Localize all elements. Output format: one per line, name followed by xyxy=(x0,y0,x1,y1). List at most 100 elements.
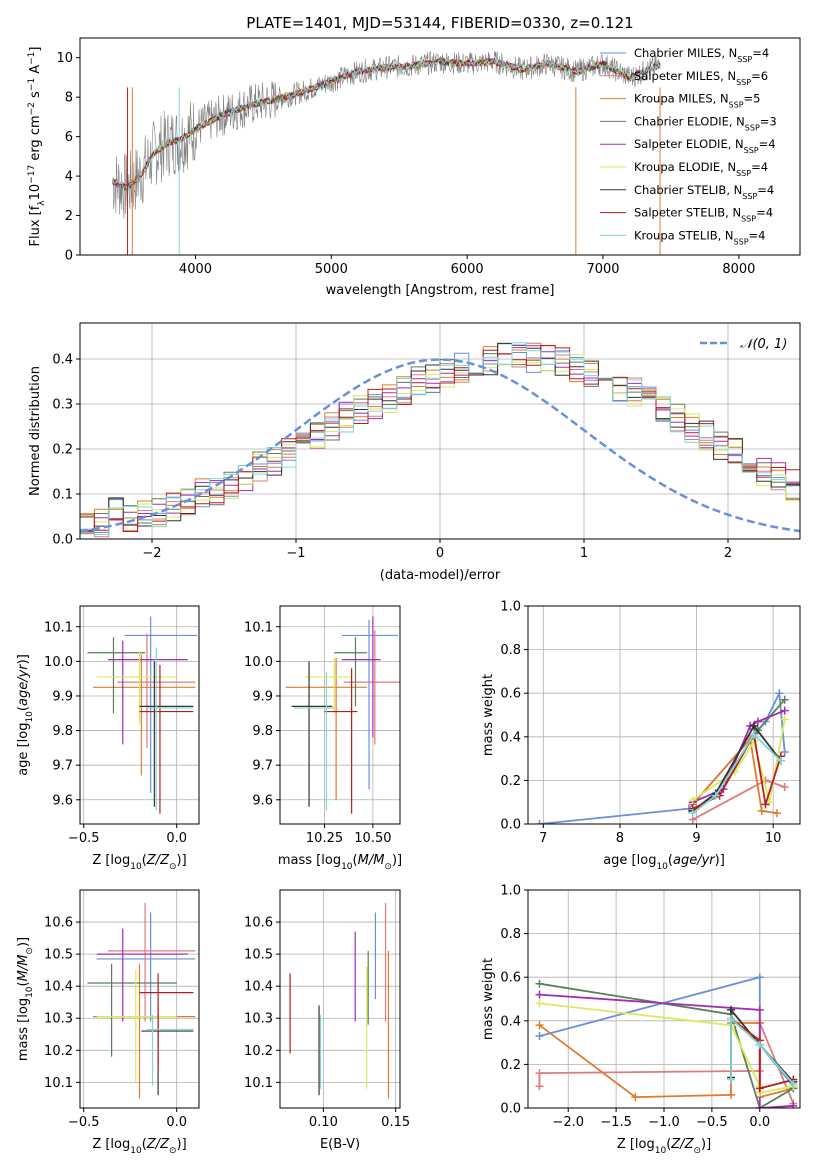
mass-weight-line xyxy=(539,1002,794,1094)
data-point xyxy=(139,664,194,814)
x-tick-label: −1.5 xyxy=(600,1115,632,1130)
model-fit-line xyxy=(112,57,661,191)
y-tick-label: 0.4 xyxy=(500,1014,521,1029)
plus-marker xyxy=(773,809,782,818)
age-vs-mass-panel: 10.25 10.50 9.6 9.7 9.8 9.9 10.0 10.1 mass [log1… xyxy=(244,605,402,872)
plus-marker xyxy=(776,756,785,765)
data-point xyxy=(343,630,400,745)
y-tick-label: 0.6 xyxy=(500,687,521,702)
x-axis-label: E(B-V) xyxy=(320,1137,360,1152)
axes-frame xyxy=(79,889,200,1109)
data-point xyxy=(107,640,188,745)
y-tick-label: 9.7 xyxy=(252,759,273,774)
y-tick-label: 0.2 xyxy=(52,443,73,458)
y-tick-label: 10.6 xyxy=(44,916,73,931)
plus-marker xyxy=(755,1084,764,1093)
y-axis-label: Flux [fλ10−17 erg cm−2 s−1 A−1] xyxy=(27,47,47,247)
legend-label: 𝒩(0, 1) xyxy=(740,337,787,352)
y-tick-label: 10.1 xyxy=(244,620,273,635)
plus-marker xyxy=(535,1069,544,1078)
plus-marker xyxy=(727,1075,736,1084)
plus-marker xyxy=(727,1005,736,1014)
y-tick-label: 0.4 xyxy=(52,353,73,368)
mass-weight-line xyxy=(539,976,794,1087)
plus-marker xyxy=(750,721,759,730)
axes-frame xyxy=(79,37,801,256)
age-vs-metallicity-panel: −0.5 0.0 9.6 9.7 9.8 9.9 10.0 10.1 Z [log10(Z/Z⊙… xyxy=(16,605,200,872)
plus-marker xyxy=(711,791,720,800)
mass-weight-line xyxy=(539,689,786,824)
y-axis-label: mass weight xyxy=(481,674,496,756)
legend-label: Chabrier MILES, NSSP=4 xyxy=(634,46,769,64)
y-tick-label: 0.8 xyxy=(500,927,521,942)
y-tick-label: 0.3 xyxy=(52,398,73,413)
data-point xyxy=(96,928,188,1022)
model-fit-line xyxy=(112,57,661,189)
y-tick-label: 1.0 xyxy=(500,884,521,899)
mass-weight-vs-metallicity-panel: −2.0 −1.5 −1.0 −0.5 0.0 0.0 0.2 0.4 0.6 0.8 1.0 Z [… xyxy=(481,884,801,1156)
errorbar-plot-area xyxy=(87,616,198,814)
plus-marker xyxy=(727,1090,736,1099)
y-tick-label: 10.3 xyxy=(44,1012,73,1027)
model-fit-line xyxy=(112,57,661,191)
legend-label: Salpeter STELIB, NSSP=4 xyxy=(634,206,773,224)
plus-marker xyxy=(780,715,789,724)
legend-label: Chabrier ELODIE, NSSP=3 xyxy=(634,114,777,131)
data-point xyxy=(107,902,196,1022)
x-axis-label: wavelength [Angstrom, rest frame] xyxy=(326,283,555,298)
y-tick-label: 0.0 xyxy=(500,818,521,833)
axes-frame xyxy=(527,889,801,1109)
x-tick-label: 7 xyxy=(539,831,547,846)
legend-label: Kroupa MILES, NSSP=5 xyxy=(634,92,760,110)
plus-marker xyxy=(780,748,789,757)
plus-marker xyxy=(535,1032,544,1041)
data-point xyxy=(341,619,399,790)
y-tick-label: 9.9 xyxy=(252,689,273,704)
mass-vs-ebv-panel: 0.10 0.15 10.1 10.2 10.3 10.4 10.5 10.6 E(B-V) xyxy=(244,889,410,1152)
plus-marker xyxy=(755,1104,764,1108)
x-tick-label: 8000 xyxy=(722,262,755,277)
residual-histogram xyxy=(80,343,800,524)
x-tick-label: −0.5 xyxy=(68,1115,100,1130)
plus-marker xyxy=(775,689,784,698)
x-tick-label: 2 xyxy=(724,546,732,561)
mass-weight-line xyxy=(692,736,778,814)
data-point xyxy=(139,973,194,1070)
plus-marker xyxy=(755,1005,764,1014)
y-tick-label: 9.8 xyxy=(52,724,73,739)
errorbar-plot-area xyxy=(87,902,196,1099)
x-tick-label: 5000 xyxy=(315,262,348,277)
x-tick-label: 0 xyxy=(436,546,444,561)
x-tick-label: 0.0 xyxy=(749,1115,770,1130)
y-tick-label: 9.7 xyxy=(52,759,73,774)
observed-spectrum xyxy=(112,51,661,219)
y-tick-label: 0.0 xyxy=(500,1102,521,1117)
legend-label: Salpeter ELODIE, NSSP=4 xyxy=(634,137,776,155)
plus-marker xyxy=(535,999,544,1008)
plus-marker xyxy=(780,695,789,704)
model-fit-line xyxy=(112,57,661,192)
y-tick-label: 10.1 xyxy=(44,620,73,635)
axes-frame xyxy=(79,605,200,825)
y-tick-label: 10.2 xyxy=(44,1044,73,1059)
y-tick-label: 0.6 xyxy=(500,971,521,986)
x-tick-label: −0.5 xyxy=(68,831,100,846)
x-tick-label: 0.15 xyxy=(381,1115,410,1130)
y-axis-label: Normed distribution xyxy=(28,366,43,496)
legend-label: Chabrier STELIB, NSSP=4 xyxy=(634,183,774,201)
x-tick-label: 6000 xyxy=(451,262,484,277)
plus-marker xyxy=(688,796,697,805)
y-tick-label: 0.2 xyxy=(500,774,521,789)
data-point xyxy=(341,616,381,738)
x-tick-label: −2.0 xyxy=(552,1115,584,1130)
model-fit-line xyxy=(112,57,661,190)
x-axis-label: age [log10(age/yr)] xyxy=(603,853,725,872)
model-fit-line xyxy=(112,57,661,191)
plus-marker xyxy=(757,806,766,815)
plus-marker xyxy=(750,730,759,739)
legend-label: Kroupa ELODIE, NSSP=4 xyxy=(634,160,768,178)
y-tick-label: 2 xyxy=(65,209,73,224)
x-axis-label: Z [log10(Z/Z⊙)] xyxy=(92,1137,186,1156)
mass-weight-plot-area xyxy=(535,973,798,1108)
data-point xyxy=(334,637,368,707)
